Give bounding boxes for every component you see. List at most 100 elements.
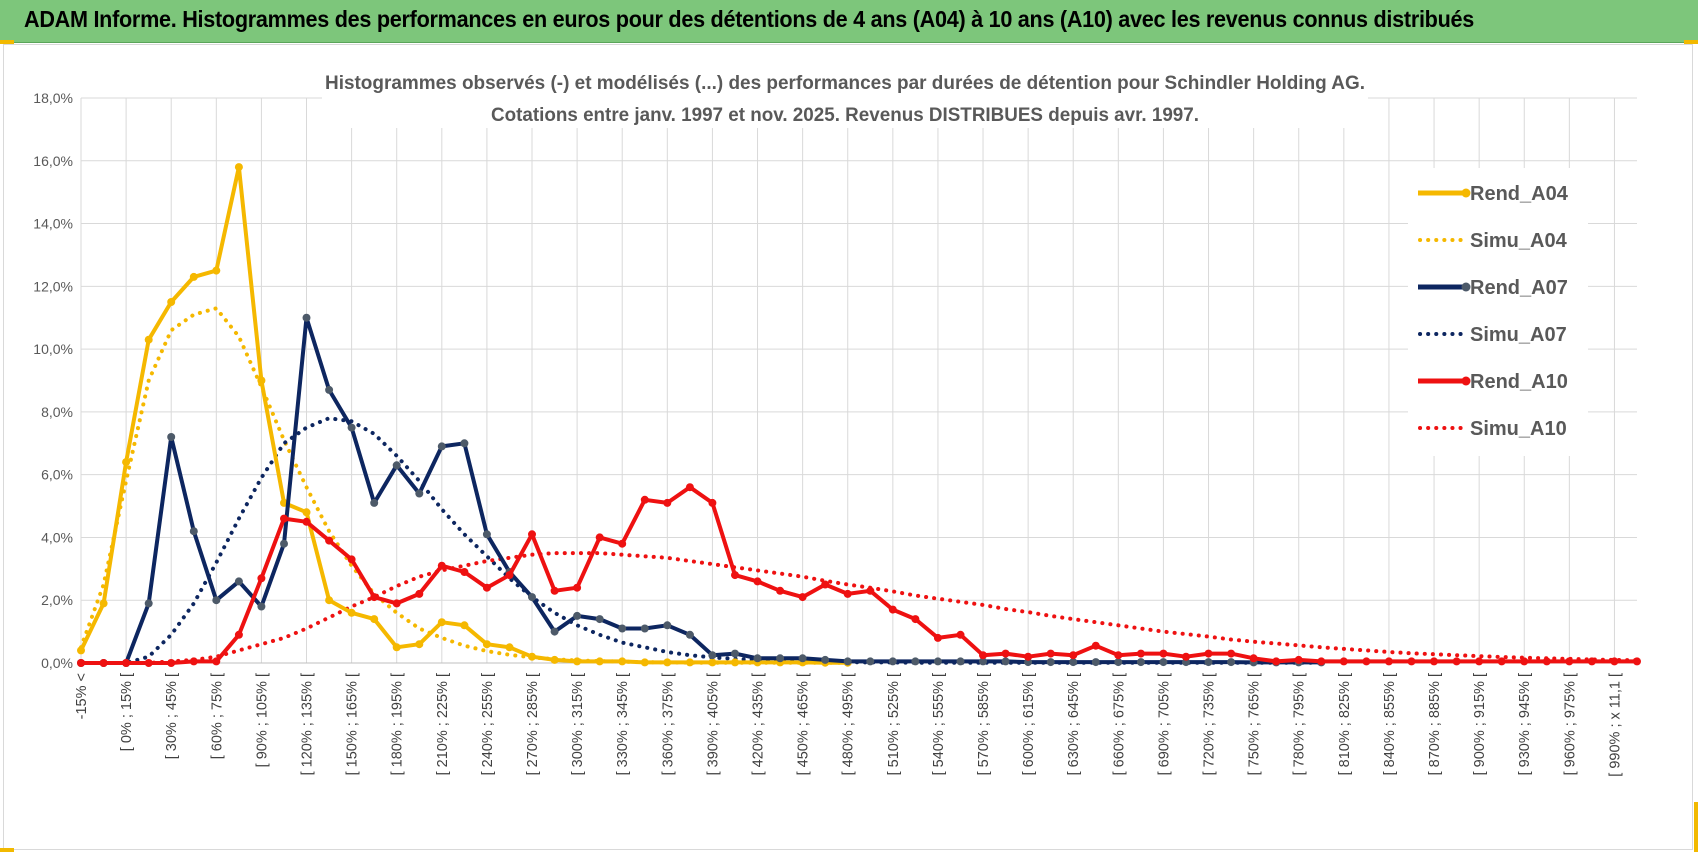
data-point bbox=[1204, 658, 1213, 667]
data-point bbox=[911, 657, 920, 666]
data-point bbox=[482, 640, 491, 649]
data-point bbox=[302, 517, 311, 526]
x-tick-label: [ 390% ; 405% [ bbox=[705, 673, 721, 775]
data-point bbox=[663, 658, 672, 667]
chart-subtitle: Cotations entre janv. 1997 et nov. 2025.… bbox=[491, 105, 1199, 126]
data-point bbox=[370, 593, 379, 602]
x-tick-label: [ 540% ; 555% [ bbox=[931, 673, 947, 775]
data-point bbox=[573, 583, 582, 592]
data-point bbox=[234, 163, 243, 172]
data-point bbox=[618, 539, 627, 548]
data-point bbox=[1227, 658, 1236, 667]
data-point bbox=[505, 571, 514, 580]
y-tick-label: 16,0% bbox=[33, 153, 73, 169]
y-tick-label: 10,0% bbox=[33, 341, 73, 357]
data-point bbox=[663, 498, 672, 507]
series-line bbox=[79, 551, 1639, 665]
data-point bbox=[212, 596, 221, 605]
data-point bbox=[437, 618, 446, 627]
data-point bbox=[415, 589, 424, 598]
data-point bbox=[1633, 657, 1641, 666]
data-point bbox=[528, 593, 536, 602]
x-tick-label: [ 840% ; 855% [ bbox=[1382, 673, 1398, 775]
x-tick-label: [ 570% ; 585% [ bbox=[976, 673, 992, 775]
legend-label: Rend_A07 bbox=[1470, 277, 1568, 299]
data-point bbox=[144, 335, 153, 344]
data-point bbox=[437, 442, 446, 451]
data-point bbox=[257, 376, 266, 385]
data-point bbox=[821, 655, 830, 664]
legend-label: Rend_A10 bbox=[1470, 371, 1568, 393]
data-point bbox=[302, 508, 311, 517]
data-point bbox=[167, 298, 176, 306]
x-tick-label: [ 990% ; x 11,1 [ bbox=[1607, 673, 1623, 777]
data-point bbox=[1430, 657, 1438, 666]
x-tick-label: [ 90% ; 105% [ bbox=[254, 673, 270, 767]
corner-mark-top-left bbox=[0, 40, 14, 44]
data-point bbox=[753, 654, 762, 663]
data-point bbox=[685, 483, 694, 492]
data-point bbox=[460, 439, 469, 448]
x-tick-label: [ 30% ; 45% [ bbox=[164, 673, 180, 759]
data-point bbox=[798, 654, 807, 663]
legend-label: Rend_A04 bbox=[1470, 183, 1569, 205]
data-point bbox=[280, 514, 288, 523]
x-tick-label: [ 600% ; 615% [ bbox=[1021, 673, 1037, 775]
data-point bbox=[1091, 641, 1100, 650]
series-rend-a07 bbox=[77, 313, 1326, 667]
series-line bbox=[81, 315, 1322, 665]
header-title: ADAM Informe. Histogrammes des performan… bbox=[24, 6, 1475, 32]
x-tick-label: [ 0% ; 15% [ bbox=[119, 673, 135, 751]
data-point bbox=[1114, 658, 1123, 667]
legend-label: Simu_A07 bbox=[1470, 324, 1567, 346]
x-tick-label: [ 120% ; 135% [ bbox=[300, 673, 316, 775]
x-tick-label: [ 180% ; 195% [ bbox=[390, 673, 406, 775]
data-point bbox=[528, 652, 536, 661]
data-point bbox=[1024, 652, 1033, 661]
data-point bbox=[189, 527, 198, 536]
y-tick-label: 18,0% bbox=[33, 90, 73, 106]
data-point bbox=[1339, 657, 1348, 666]
data-point bbox=[325, 536, 334, 545]
data-point bbox=[933, 657, 942, 666]
data-point bbox=[1520, 657, 1529, 666]
data-point bbox=[144, 659, 153, 667]
series-line bbox=[79, 165, 848, 665]
data-point bbox=[798, 593, 807, 602]
x-tick-label: [ 810% ; 825% [ bbox=[1337, 673, 1353, 775]
data-point bbox=[933, 633, 942, 642]
data-point bbox=[347, 555, 356, 564]
x-tick-label: [ 690% ; 705% [ bbox=[1156, 673, 1172, 775]
y-tick-label: 4,0% bbox=[41, 529, 73, 545]
legend-label: Simu_A10 bbox=[1470, 418, 1567, 440]
data-point bbox=[1204, 649, 1213, 658]
legend-box bbox=[1408, 168, 1588, 456]
data-point bbox=[1452, 657, 1461, 666]
data-point bbox=[77, 659, 85, 667]
data-point bbox=[528, 530, 536, 539]
data-point bbox=[1384, 657, 1393, 666]
legend-marker bbox=[1461, 188, 1471, 198]
data-point bbox=[573, 611, 582, 620]
data-point bbox=[482, 583, 491, 592]
data-point bbox=[708, 651, 717, 660]
data-point bbox=[1182, 652, 1190, 661]
data-point bbox=[731, 658, 739, 667]
x-tick-label: [ 300% ; 315% [ bbox=[570, 673, 586, 775]
data-point bbox=[1069, 658, 1078, 667]
data-point bbox=[979, 651, 987, 660]
data-point bbox=[99, 599, 108, 608]
y-tick-label: 0,0% bbox=[41, 655, 73, 671]
data-point bbox=[460, 621, 469, 630]
data-point bbox=[370, 498, 379, 507]
data-point bbox=[77, 646, 85, 655]
data-point bbox=[776, 586, 785, 595]
x-tick-label: [ 60% ; 75% [ bbox=[209, 673, 225, 759]
data-point bbox=[1407, 657, 1416, 666]
data-point bbox=[257, 602, 266, 611]
data-point bbox=[731, 649, 739, 658]
legend-item: Simu_A04 bbox=[1418, 230, 1568, 252]
data-point bbox=[640, 624, 649, 633]
data-point bbox=[640, 495, 649, 504]
